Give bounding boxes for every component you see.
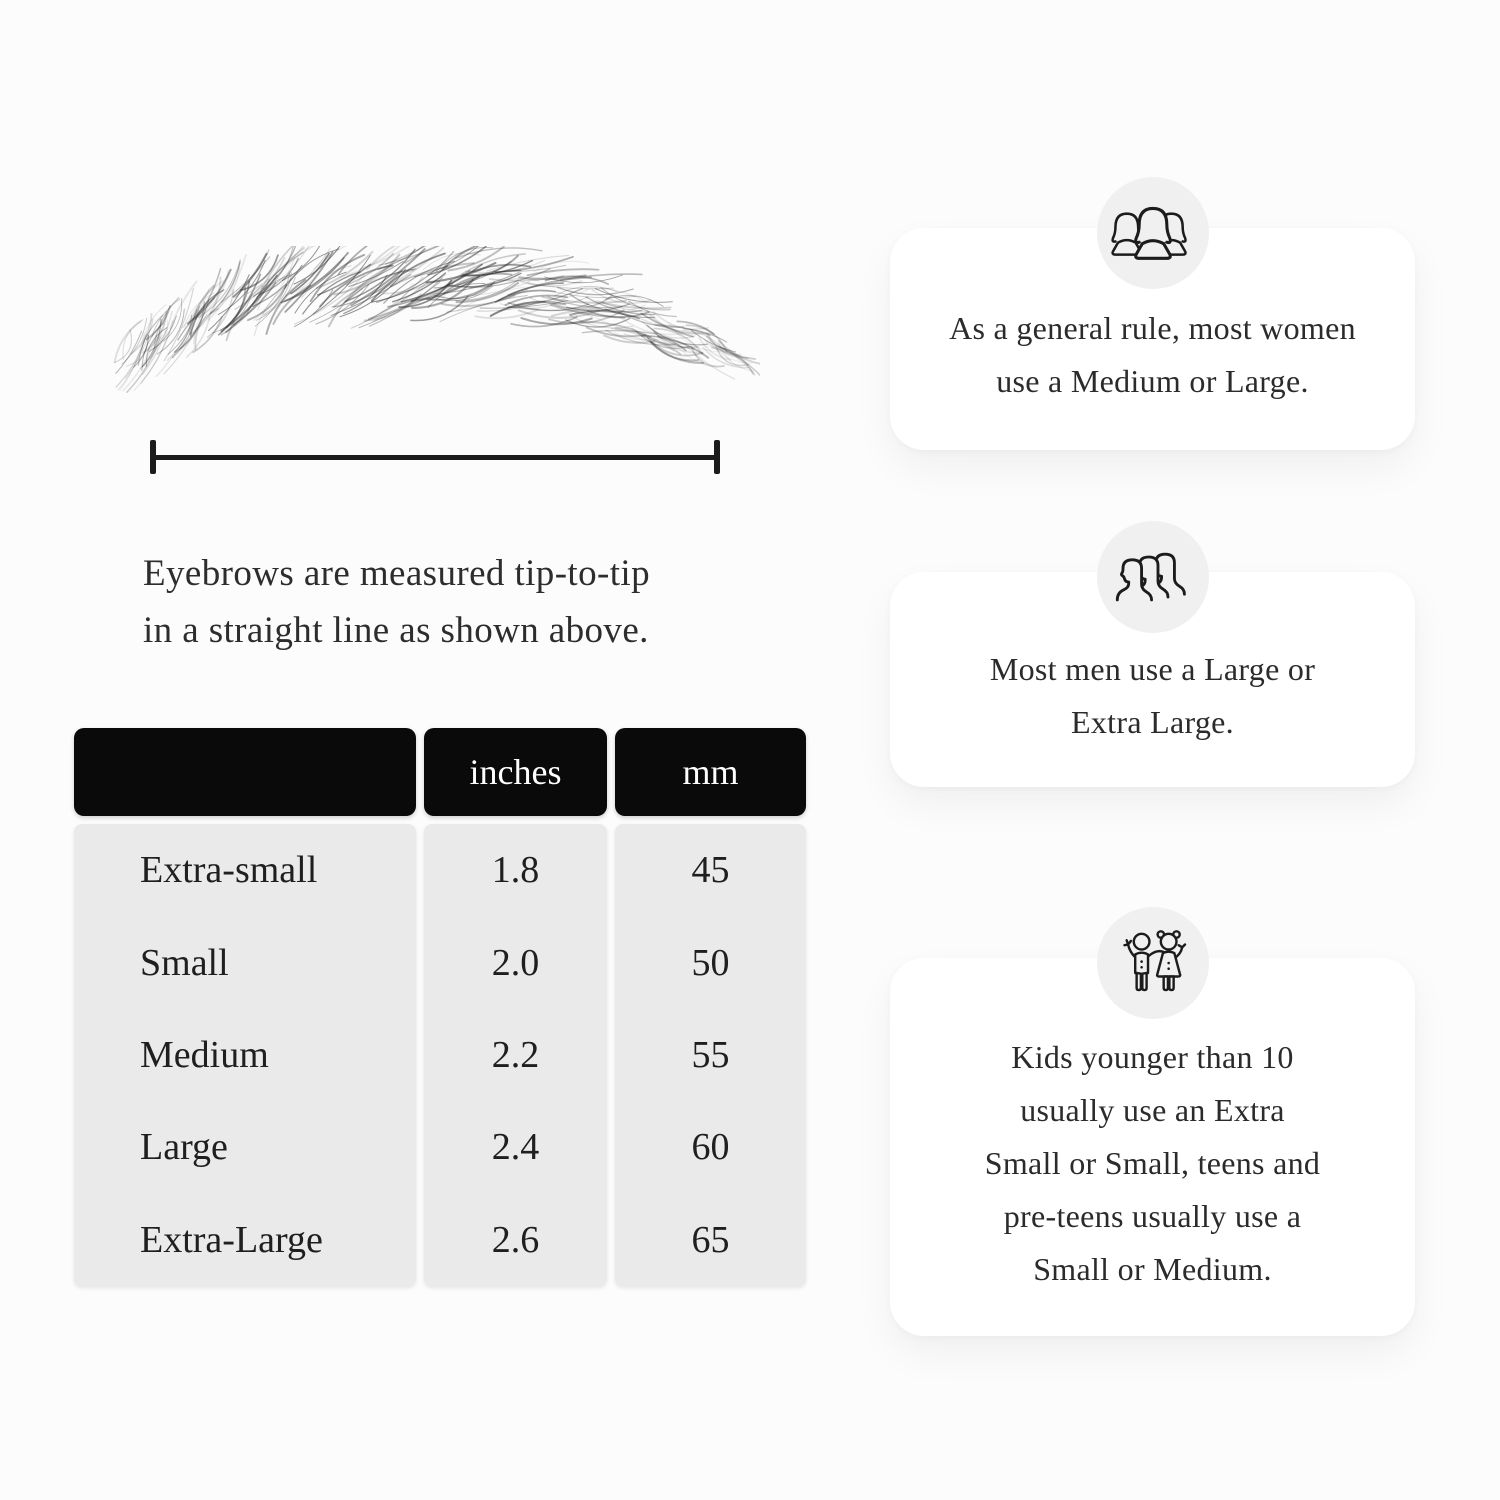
table-cell: Extra-small xyxy=(140,849,318,892)
card-kids-text: Kids younger than 10 usually use an Extra… xyxy=(985,1031,1320,1296)
card-text-line: Small or Medium. xyxy=(1033,1250,1272,1287)
card-text-line: use a Medium or Large. xyxy=(996,363,1309,399)
card-text-line: As a general rule, most women xyxy=(949,310,1356,346)
table-cell: 50 xyxy=(691,941,730,984)
caption-line-2: in a straight line as shown above. xyxy=(143,610,649,651)
measurement-line xyxy=(150,440,720,474)
table-header-label: inches xyxy=(469,752,562,792)
table-cell: 2.0 xyxy=(491,941,540,984)
table-cell: Extra-Large xyxy=(140,1218,323,1261)
card-text-line: usually use an Extra xyxy=(1020,1091,1285,1128)
icon-circle xyxy=(1096,177,1209,289)
table-header-label: mm xyxy=(682,752,739,792)
measurement-tick-right xyxy=(714,440,720,474)
measurement-caption: Eyebrows are measured tip-to-tip in a st… xyxy=(143,545,650,659)
card-text-line: Most men use a Large or xyxy=(989,650,1316,687)
table-header-empty xyxy=(74,728,416,816)
table-column-inches: 1.8 2.0 2.2 2.4 2.6 xyxy=(424,824,607,1286)
table-cell: 1.8 xyxy=(491,849,540,892)
kids-icon xyxy=(1122,930,1186,992)
women-group-icon xyxy=(1110,206,1187,260)
card-women: As a general rule, most women use a Mediu… xyxy=(890,177,1415,450)
men-group-icon xyxy=(1115,552,1186,602)
icon-circle xyxy=(1096,521,1209,633)
card-kids: Kids younger than 10 usually use an Extra… xyxy=(890,907,1415,1336)
card-text-line: Kids younger than 10 xyxy=(1011,1038,1294,1075)
table-column-sizes: Extra-small Small Medium Large Extra-Large xyxy=(74,824,416,1286)
card-men-text: Most men use a Large or Extra Large. xyxy=(990,643,1315,749)
card-men: Most men use a Large or Extra Large. xyxy=(890,521,1415,787)
icon-circle xyxy=(1096,907,1209,1019)
table-cell: 45 xyxy=(691,849,730,892)
table-cell: 2.6 xyxy=(491,1218,540,1261)
card-text-line: Small or Small, teens and xyxy=(984,1144,1321,1181)
card-text-line: Extra Large. xyxy=(1071,703,1234,740)
eyebrow-illustration xyxy=(113,246,760,393)
table-cell: 55 xyxy=(691,1034,730,1077)
table-cell: Medium xyxy=(140,1034,269,1077)
table-cell: Small xyxy=(140,941,229,984)
card-women-text: As a general rule, most women use a Mediu… xyxy=(949,302,1356,408)
table-header-inches: inches xyxy=(424,728,607,816)
table-cell: 60 xyxy=(691,1126,730,1169)
measurement-bar xyxy=(152,455,718,460)
table-column-mm: 45 50 55 60 65 xyxy=(615,824,806,1286)
table-cell: 65 xyxy=(691,1218,730,1261)
caption-line-1: Eyebrows are measured tip-to-tip xyxy=(143,553,650,594)
table-cell: 2.4 xyxy=(491,1126,540,1169)
table-cell: 2.2 xyxy=(491,1034,540,1077)
table-header-mm: mm xyxy=(615,728,806,816)
table-cell: Large xyxy=(140,1126,228,1169)
card-text-line: pre-teens usually use a xyxy=(1003,1197,1302,1234)
